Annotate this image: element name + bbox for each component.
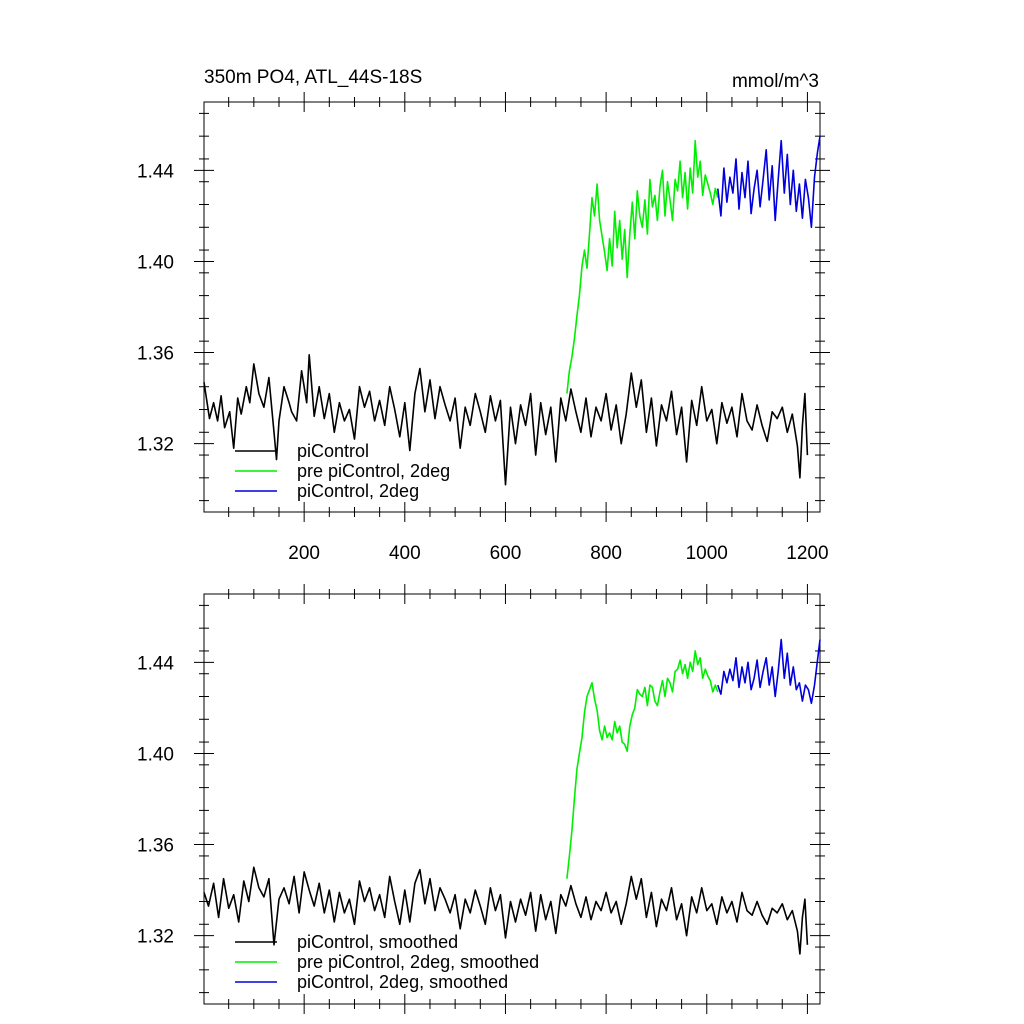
y-tick-label: 1.32 <box>137 435 174 456</box>
y-tick-label: 1.40 <box>137 252 174 273</box>
y-tick-label: 1.36 <box>137 836 174 857</box>
series-line-1 <box>566 139 719 394</box>
series-line-0 <box>203 866 809 955</box>
top-panel: 1.32 1.36 1.40 1.44 200 400 600 800 1000 1200 piCo… <box>137 92 830 564</box>
x-tick-label: 1200 <box>786 543 828 564</box>
series-line-2 <box>717 638 821 705</box>
x-tick-label: 600 <box>490 543 522 564</box>
x-tick-label: 200 <box>288 543 320 564</box>
y-tick-label: 1.44 <box>137 653 174 674</box>
y-tick-label: 1.40 <box>137 744 174 765</box>
series-line-2 <box>717 136 821 229</box>
legend-label-1: pre piControl, 2deg <box>297 461 450 481</box>
legend-label-0: piControl <box>297 441 369 461</box>
legend-label-0: piControl, smoothed <box>297 932 458 952</box>
y-tick-label: 1.32 <box>137 927 174 948</box>
y-tick-label: 1.44 <box>137 161 174 182</box>
legend-label-1: pre piControl, 2deg, smoothed <box>297 952 539 972</box>
x-tick-label: 800 <box>590 543 622 564</box>
series-line-0 <box>203 354 809 486</box>
legend-label-2: piControl, 2deg, smoothed <box>297 972 508 992</box>
plot-frame <box>203 101 821 513</box>
x-tick-label: 400 <box>389 543 421 564</box>
plot-frame <box>203 593 821 1005</box>
x-tick-label: 1000 <box>686 543 728 564</box>
chart-units: mmol/m^3 <box>732 71 819 92</box>
chart-title: 350m PO4, ATL_44S-18S <box>204 67 422 88</box>
legend-label-2: piControl, 2deg <box>297 481 419 501</box>
y-tick-label: 1.36 <box>137 344 174 365</box>
series-line-1 <box>566 650 719 879</box>
